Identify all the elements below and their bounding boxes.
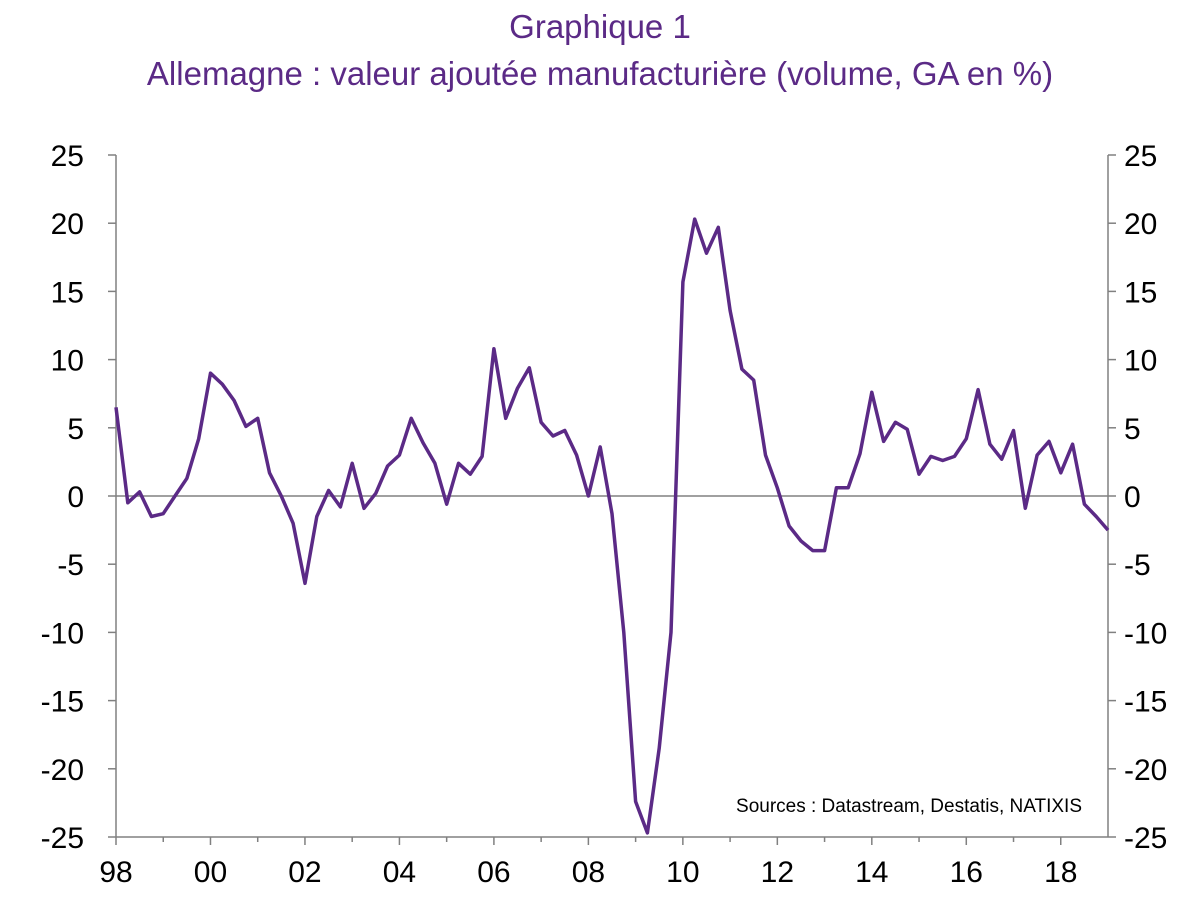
- y-tick-label-left: 5: [67, 413, 84, 446]
- x-tick-label: 00: [194, 856, 227, 889]
- y-tick-label-right: 25: [1124, 140, 1157, 173]
- y-tick-label-right: -5: [1124, 549, 1151, 582]
- chart-series: [114, 217, 1110, 835]
- x-tick-label: 18: [1044, 856, 1077, 889]
- y-tick-label-right: -25: [1124, 822, 1167, 855]
- source-note: Sources : Datastream, Destatis, NATIXIS: [736, 796, 1082, 817]
- y-tick-label-right: 10: [1124, 345, 1157, 378]
- x-tick-label: 12: [761, 856, 794, 889]
- y-tick-label-left: 10: [51, 345, 84, 378]
- y-tick-label-left: 15: [51, 276, 84, 309]
- x-tick-label: 02: [288, 856, 321, 889]
- y-tick-label-left: -10: [41, 617, 84, 650]
- y-tick-label-right: 0: [1124, 481, 1141, 514]
- y-tick-label-right: -10: [1124, 617, 1167, 650]
- y-tick-label-left: -20: [41, 754, 84, 787]
- y-tick-label-left: 0: [67, 481, 84, 514]
- chart-title: Graphique 1: [509, 8, 691, 45]
- chart-subtitle: Allemagne : valeur ajoutée manufacturièr…: [146, 55, 1054, 92]
- y-tick-label-right: 5: [1124, 413, 1141, 446]
- y-tick-label-left: 20: [51, 208, 84, 241]
- chart-ticks: [108, 154, 1116, 845]
- y-tick-label-right: 20: [1124, 208, 1157, 241]
- x-tick-label: 06: [477, 856, 510, 889]
- y-tick-label-left: -15: [41, 686, 84, 719]
- y-tick-label-right: -15: [1124, 686, 1167, 719]
- series-line: [114, 217, 1110, 835]
- y-tick-label-left: 25: [51, 140, 84, 173]
- y-tick-label-right: -20: [1124, 754, 1167, 787]
- x-tick-label: 04: [383, 856, 416, 889]
- x-tick-label: 10: [666, 856, 699, 889]
- y-tick-label-right: 15: [1124, 276, 1157, 309]
- x-tick-label: 16: [950, 856, 983, 889]
- x-tick-label: 14: [855, 856, 888, 889]
- x-tick-label: 98: [99, 856, 132, 889]
- y-tick-label-left: -25: [41, 822, 84, 855]
- chart-axes: [115, 155, 1109, 838]
- y-tick-label-left: -5: [57, 549, 84, 582]
- x-tick-label: 08: [572, 856, 605, 889]
